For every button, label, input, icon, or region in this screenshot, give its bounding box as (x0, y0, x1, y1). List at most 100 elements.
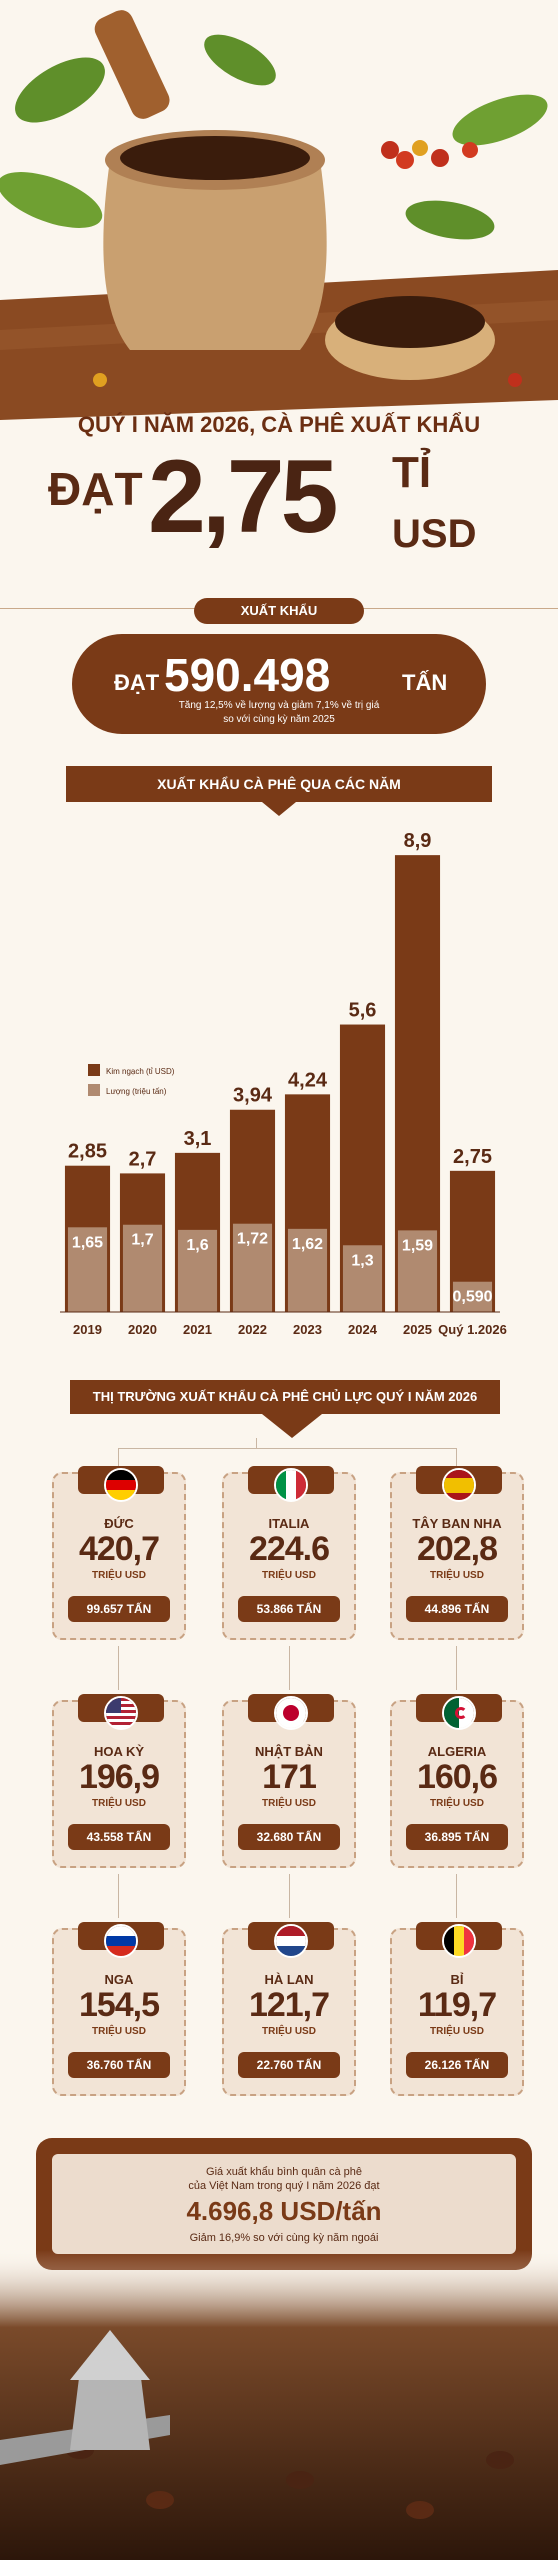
connector-line (289, 1874, 290, 1918)
bar-value-label: 2,7 (129, 1148, 157, 1170)
market-name: BỈ (450, 1972, 464, 1987)
market-name: ITALIA (268, 1516, 310, 1531)
connector-line (456, 1646, 457, 1690)
connector-line (118, 1646, 119, 1690)
market-value: 420,7 (78, 1530, 160, 1568)
markets-header: THỊ TRƯỜNG XUẤT KHẨU CÀ PHÊ CHỦ LỰC QUÝ … (70, 1380, 500, 1414)
x-tick-label: 2019 (73, 1322, 102, 1337)
market-value: 202,8 (416, 1530, 498, 1568)
market-name: HÀ LAN (264, 1972, 314, 1987)
bar-volume-label: 0,590 (452, 1289, 492, 1306)
market-volume: 22.760 TẤN (238, 2052, 340, 2078)
bar-volume-label: 1,59 (402, 1237, 433, 1254)
bar-volume (122, 1224, 163, 1312)
market-card-belgium: BỈ 119,7 TRIỆU USD 26.126 TẤN (390, 1922, 524, 2096)
market-unit: TRIỆU USD (430, 1798, 484, 1809)
bar-value-label: 4,24 (288, 1069, 328, 1091)
bar-volume (287, 1228, 328, 1312)
market-name: NGA (104, 1972, 134, 1987)
algeria-flag-icon (442, 1696, 476, 1730)
export-unit: TẤN (402, 670, 448, 695)
market-card-germany: ĐỨC 420,7 TRIỆU USD 99.657 TẤN (52, 1466, 186, 1640)
connector-line (289, 1646, 290, 1690)
market-unit: TRIỆU USD (92, 1570, 146, 1581)
export-subtitle-1: Tăng 12,5% về lượng và giảm 7,1% về trị … (178, 700, 380, 711)
market-value: 154,5 (78, 1986, 160, 2024)
netherlands-flag-icon (274, 1924, 308, 1958)
bar-value-label: 5,6 (349, 1000, 377, 1022)
italy-flag-icon (274, 1468, 308, 1502)
bar-volume (342, 1245, 383, 1312)
spain-flag-icon (442, 1468, 476, 1502)
bar-value-label: 2,75 (453, 1146, 492, 1168)
price-box-inner: Giá xuất khẩu bình quân cà phê của Việt … (52, 2154, 516, 2254)
chart-header-arrow (262, 802, 296, 816)
headline-unit-bottom: USD (392, 512, 477, 556)
bar-volume-label: 1,72 (237, 1231, 268, 1248)
market-value: 196,9 (78, 1758, 160, 1796)
market-name: ĐỨC (104, 1516, 134, 1531)
x-tick-label: 2022 (238, 1322, 267, 1337)
export-label: XUẤT KHẨU (194, 598, 364, 624)
connector-line (118, 1448, 456, 1449)
hero-title: QUÝ I NĂM 2026, CÀ PHÊ XUẤT KHẨU (77, 412, 481, 437)
x-tick-label: 2025 (403, 1322, 432, 1337)
export-value: 590.498 (164, 649, 331, 701)
x-tick-label: 2024 (348, 1322, 378, 1337)
market-value: 224.6 (248, 1530, 330, 1568)
market-unit: TRIỆU USD (262, 1798, 316, 1809)
market-value: 171 (262, 1758, 317, 1796)
market-value: 160,6 (416, 1758, 498, 1796)
market-volume: 43.558 TẤN (68, 1824, 170, 1850)
market-value: 119,7 (417, 1986, 497, 2024)
bar-volume-label: 1,7 (131, 1232, 153, 1249)
coffee-beans-grinder-illustration (0, 2250, 558, 2560)
market-unit: TRIỆU USD (92, 1798, 146, 1809)
russia-flag-icon (104, 1924, 138, 1958)
bar-value-label: 2,85 (68, 1141, 107, 1163)
market-value: 121,7 (248, 1986, 330, 2024)
bar-volume (232, 1223, 273, 1312)
bar-volume-label: 1,6 (186, 1237, 208, 1254)
market-volume: 32.680 TẤN (238, 1824, 340, 1850)
price-text-1: Giá xuất khẩu bình quân cà phê (206, 2166, 362, 2178)
market-card-usa: HOA KỲ 196,9 TRIỆU USD 43.558 TẤN (52, 1694, 186, 1868)
market-card-algeria: ALGERIA 160,6 TRIỆU USD 36.895 TẤN (390, 1694, 524, 1868)
connector-line (118, 1874, 119, 1918)
market-volume: 36.760 TẤN (68, 2052, 170, 2078)
bar-value-label: 8,9 (404, 830, 432, 852)
legend-swatch-volume (88, 1084, 100, 1096)
market-name: NHẬT BẢN (255, 1744, 323, 1759)
x-tick-label: 2021 (183, 1322, 212, 1337)
bar-volume-label: 1,65 (72, 1234, 103, 1251)
market-card-netherlands: HÀ LAN 121,7 TRIỆU USD 22.760 TẤN (222, 1922, 356, 2096)
market-unit: TRIỆU USD (262, 1570, 316, 1581)
bar-value-label: 3,94 (233, 1085, 273, 1107)
bar-volume (397, 1230, 438, 1312)
export-bar-chart: 2,85 1,65 2019 2,7 1,7 2020 3,1 1,6 2021 3,94 1,72… (60, 830, 507, 1337)
price-text-3: Giảm 16,9% so với cùng kỳ năm ngoái (189, 2232, 379, 2244)
market-volume: 36.895 TẤN (406, 1824, 508, 1850)
bar-volume (452, 1281, 493, 1312)
market-volume: 26.126 TẤN (406, 2052, 508, 2078)
x-tick-label: 2020 (128, 1322, 157, 1337)
usa-flag-icon (104, 1696, 138, 1730)
headline-number: 2,75 (148, 439, 338, 555)
legend-label-value: Kim ngạch (tỉ USD) (106, 1067, 175, 1076)
japan-flag-icon (274, 1696, 308, 1730)
coffee-sack-illustration (0, 0, 558, 420)
chart-header: XUẤT KHẨU CÀ PHÊ QUA CÁC NĂM (66, 766, 492, 802)
legend-label-volume: Lượng (triệu tấn) (106, 1087, 167, 1096)
export-box: ĐẠT 590.498 TẤN Tăng 12,5% về lượng và g… (72, 634, 486, 734)
connector-line (456, 1874, 457, 1918)
market-card-russia: NGA 154,5 TRIỆU USD 36.760 TẤN (52, 1922, 186, 2096)
market-card-spain: TÂY BAN NHA 202,8 TRIỆU USD 44.896 TẤN (390, 1466, 524, 1640)
market-volume: 99.657 TẤN (68, 1596, 170, 1622)
market-name: HOA KỲ (93, 1744, 145, 1759)
market-unit: TRIỆU USD (92, 2026, 146, 2037)
market-volume: 44.896 TẤN (406, 1596, 508, 1622)
market-unit: TRIỆU USD (430, 1570, 484, 1581)
connector-line (256, 1438, 257, 1448)
market-unit: TRIỆU USD (430, 2026, 484, 2037)
